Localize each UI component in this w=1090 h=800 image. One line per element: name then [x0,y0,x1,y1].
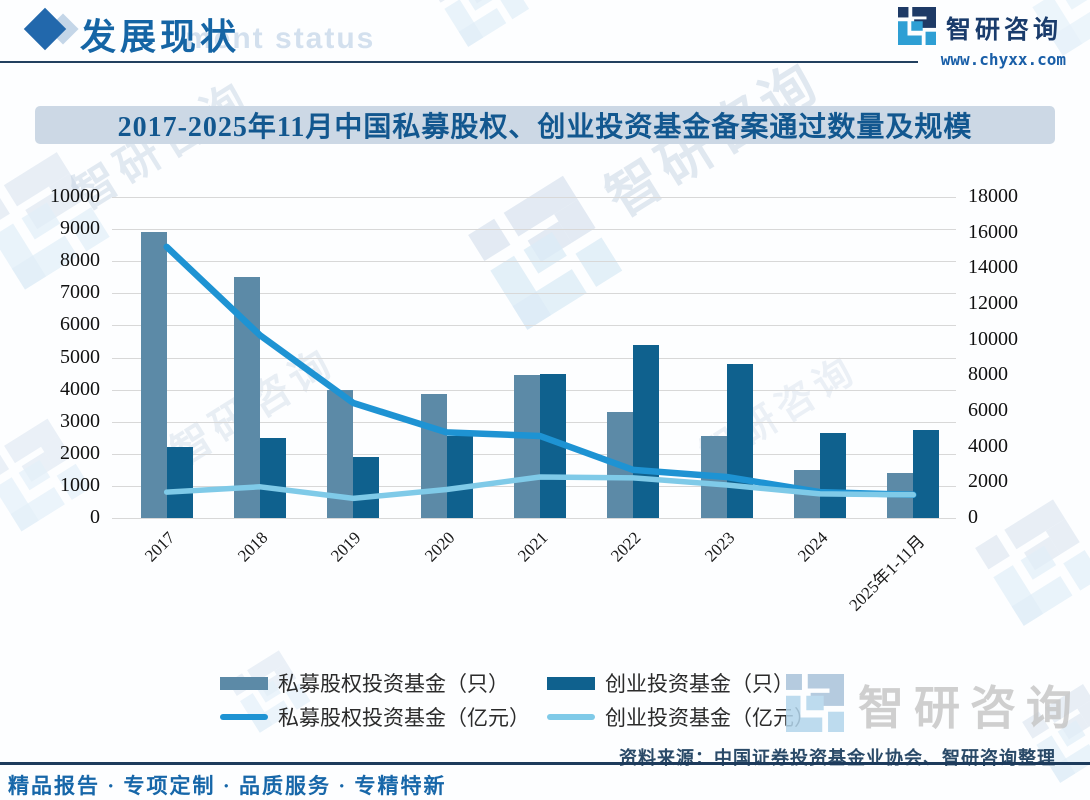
bar-pe-2017 [140,232,167,518]
legend-item-vc-scale: 创业投资基金（亿元） [547,702,815,732]
bar-pe-2020 [420,394,447,518]
header-divider [0,61,918,63]
left-axis-tick: 8000 [60,249,100,272]
diamond-icon [23,7,88,51]
data-source: 资料来源：中国证券投资基金业协会、智研咨询整理 [619,748,1056,768]
line-pe-scale [163,243,917,499]
right-axis-tick: 4000 [968,434,1008,457]
left-axis-tick: 3000 [60,409,100,432]
left-axis-tick: 0 [90,506,100,528]
page-header: ment status 发展现状 智研咨询 www.chyxx.com [0,0,1090,69]
right-axis-tick: 6000 [968,399,1008,421]
x-axis-label: 2025年1-11月 [845,531,929,615]
brand-url: www.chyxx.com [940,50,1066,69]
left-axis-tick: 10000 [50,185,100,207]
x-axis-label: 2020 [420,528,459,566]
brand-watermark-text: 智研咨询 [858,682,1082,734]
legend-item-pe-count: 私募股权投资基金（只） [220,668,509,698]
zhiyan-logo-icon [897,6,936,50]
right-axis-tick: 2000 [968,470,1008,493]
right-axis-tick: 12000 [968,292,1018,314]
right-axis-tick: 0 [968,506,978,528]
legend-swatch-vc-count [547,676,595,690]
line-vc-scale [163,474,917,502]
legend-item-pe-scale: 私募股权投资基金（亿元） [220,702,530,732]
legend-label: 创业投资基金（亿元） [605,706,815,730]
header-english-watermark: ment status [185,22,376,55]
gridline [112,325,956,327]
x-axis-label: 2018 [233,528,272,566]
x-axis-label: 2019 [327,528,365,566]
bar-vc-2020 [446,436,473,518]
left-axis-tick: 4000 [60,377,100,400]
bar-vc-2024 [820,432,846,518]
bar-vc-2023 [726,363,753,518]
left-axis-tick: 6000 [60,313,100,336]
legend-item-vc-count: 创业投资基金（只） [547,668,794,698]
gridline [112,293,956,295]
legend-label: 私募股权投资基金（亿元） [278,706,530,730]
left-axis-tick: 2000 [60,441,100,464]
brand: 智研咨询 [897,6,1062,50]
right-axis-tick: 8000 [968,363,1008,386]
legend-label: 创业投资基金（只） [605,672,794,696]
legend-swatch-pe-scale [220,714,268,720]
plot-area [120,197,960,518]
right-axis-tick: 18000 [968,185,1018,207]
bar-vc-2019 [353,457,380,518]
gridline [112,518,956,519]
gridline [112,229,956,231]
footer-divider [0,762,1090,765]
right-axis-tick: 16000 [968,220,1018,243]
left-axis-tick: 1000 [60,473,100,496]
gridline [112,197,956,198]
bar-vc-2017 [166,447,193,518]
left-axis-tick: 9000 [60,217,100,240]
chart-title-text: 2017-2025年11月中国私募股权、创业投资基金备案通过数量及规模 [117,112,973,143]
bar-vc-2025年1-11月 [913,429,940,518]
brand-watermark-large: 智研咨询 [786,672,1082,738]
page-title: 发展现状 [80,17,241,57]
line-series-layer [163,243,917,502]
left-axis-tick: 7000 [60,281,100,304]
right-axis-tick: 14000 [968,256,1018,279]
footer-tagline: 精品报告 · 专项定制 · 品质服务 · 专精特新 [8,774,447,798]
x-axis-label: 2023 [700,528,739,566]
brand-name: 智研咨询 [945,17,1062,44]
gridline [112,357,956,359]
diamond-icon-front [23,7,67,51]
bar-pe-2021 [514,375,540,518]
zhiyan-logo-icon [786,673,844,737]
left-axis-tick: 5000 [60,345,100,368]
legend-swatch-vc-scale [547,714,595,720]
gridline [112,261,956,263]
x-axis-label: 2017 [140,528,179,566]
bar-vc-2022 [633,344,660,518]
legend-label: 私募股权投资基金（只） [278,672,509,696]
chart-title: 2017-2025年11月中国私募股权、创业投资基金备案通过数量及规模 [35,106,1055,144]
x-axis-label: 2021 [513,528,552,566]
x-axis-label: 2022 [607,528,645,566]
bar-vc-2018 [260,437,286,518]
legend-swatch-pe-count [220,676,268,690]
right-axis-tick: 10000 [968,327,1018,350]
x-axis-label: 2024 [793,528,832,566]
